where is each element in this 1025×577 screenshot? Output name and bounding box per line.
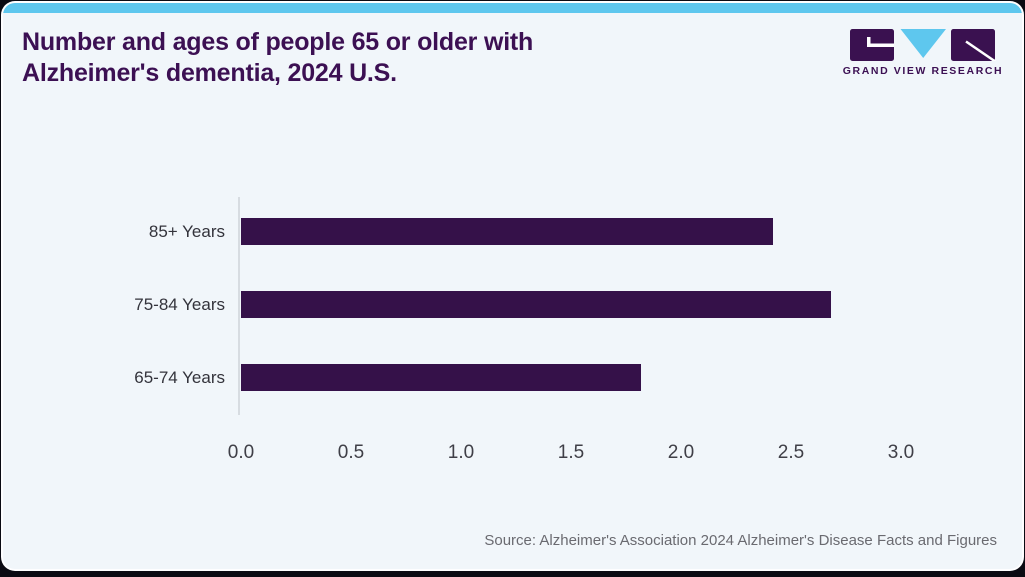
chart-title-line-2: Alzheimer's dementia, 2024 U.S.	[22, 59, 397, 87]
bar	[241, 291, 831, 318]
x-tick-label: 0.5	[337, 442, 365, 463]
x-tick-label: 2.0	[667, 442, 695, 463]
bar	[241, 218, 773, 245]
chart-title: Number and ages of people 65 or older wi…	[22, 27, 533, 89]
top-accent-bar	[3, 3, 1022, 13]
x-tick-label: 1.0	[447, 442, 475, 463]
chart-title-line-1: Number and ages of people 65 or older wi…	[22, 28, 534, 56]
g-block-icon	[850, 29, 894, 61]
x-tick-label: 1.5	[557, 442, 585, 463]
x-tick-label: 3.0	[887, 442, 915, 463]
source-attribution: Source: Alzheimer's Association 2024 Alz…	[484, 532, 997, 549]
x-tick-label: 2.5	[777, 442, 805, 463]
r-block-icon	[951, 29, 996, 61]
v-triangle-icon	[900, 29, 946, 58]
gvr-logo-mark	[850, 29, 996, 61]
category-label: 85+ Years	[148, 222, 225, 241]
bar	[241, 364, 641, 391]
category-label: 75-84 Years	[134, 295, 225, 314]
y-axis-line	[238, 197, 240, 415]
logo-wordmark: GRAND VIEW RESEARCH	[842, 65, 1004, 77]
category-label: 65-74 Years	[134, 368, 225, 387]
gvr-logo: GRAND VIEW RESEARCH	[843, 29, 1002, 77]
x-tick-label: 0.0	[227, 442, 255, 463]
